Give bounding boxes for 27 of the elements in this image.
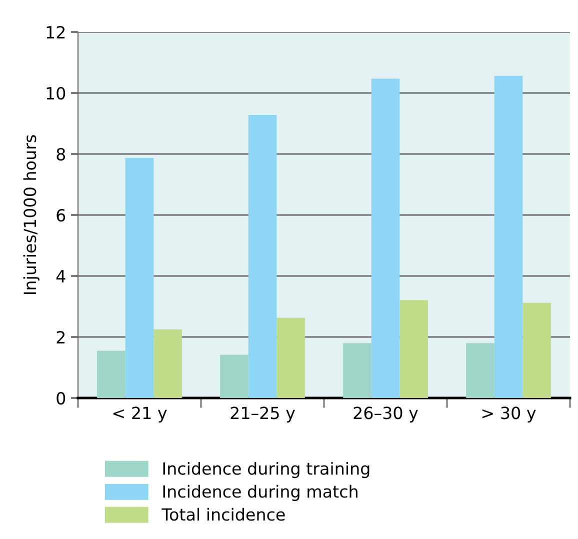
bar [154, 329, 182, 398]
bar [371, 78, 400, 398]
y-tick-label: 8 [56, 148, 66, 161]
bar [125, 158, 154, 398]
x-tick-label: 21–25 y [230, 406, 295, 422]
x-tick-label: 26–30 y [354, 406, 418, 422]
bar [248, 114, 277, 398]
bar [400, 300, 428, 398]
x-tick-label: < 21 y [113, 406, 167, 422]
y-tick-label: 2 [56, 330, 65, 344]
y-tick-label: 10 [46, 86, 66, 100]
legend-label: Incidence during match [163, 484, 358, 502]
legend-label: Total incidence [162, 508, 285, 521]
bar [343, 343, 372, 398]
y-tick-label: 12 [46, 26, 65, 38]
y-tick-label: 0 [56, 392, 66, 405]
bar [276, 318, 305, 398]
bar [220, 354, 248, 398]
bar [97, 350, 126, 398]
bar [494, 76, 523, 398]
y-tick-label: 4 [56, 270, 66, 282]
y-tick-label: 6 [56, 208, 66, 222]
legend-label: Incidence during training [163, 462, 370, 478]
x-tick-label: > 30 y [482, 406, 536, 422]
bar [466, 343, 494, 398]
bar [522, 302, 551, 398]
y-axis-title: Injuries/1000 hours [23, 135, 40, 294]
